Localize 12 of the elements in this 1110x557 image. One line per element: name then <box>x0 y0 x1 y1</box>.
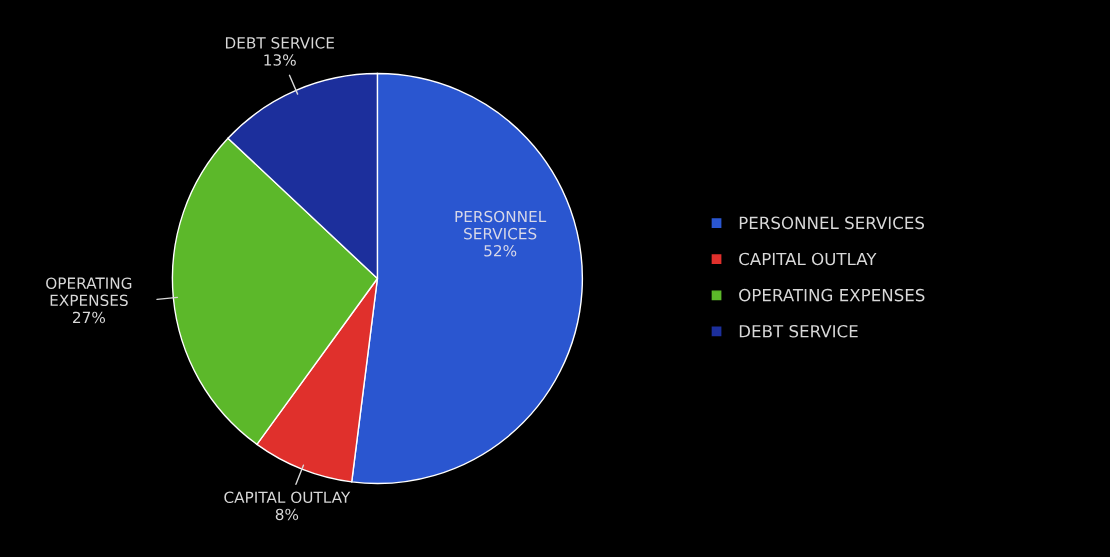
legend-label: OPERATING EXPENSES <box>739 288 925 302</box>
legend-label: CAPITAL OUTLAY <box>739 252 877 266</box>
slice-label: OPERATING EXPENSES <box>46 277 132 307</box>
slice-label: PERSONNEL SERVICES <box>455 210 547 240</box>
legend-label: PERSONNEL SERVICES <box>739 216 925 230</box>
data-label: 52% <box>484 244 517 257</box>
legend-label: DEBT SERVICE <box>739 324 858 338</box>
data-label: 27% <box>73 311 106 324</box>
data-label: 8% <box>275 508 299 521</box>
data-label: 13% <box>264 54 296 66</box>
slice-label: DEBT SERVICE <box>225 37 334 49</box>
slice-label: CAPITAL OUTLAY <box>224 491 351 504</box>
